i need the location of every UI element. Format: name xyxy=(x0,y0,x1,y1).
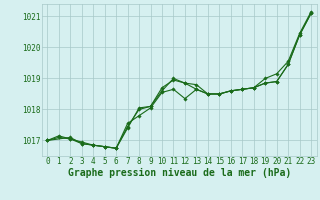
X-axis label: Graphe pression niveau de la mer (hPa): Graphe pression niveau de la mer (hPa) xyxy=(68,168,291,178)
